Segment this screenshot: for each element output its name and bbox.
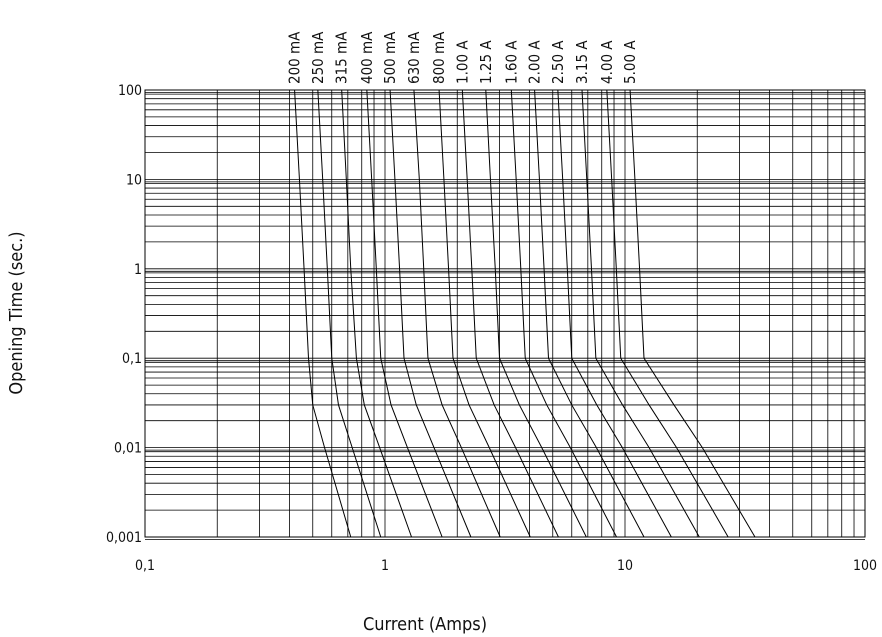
series-label: 3.15 A <box>573 40 591 84</box>
fuse-curve <box>606 89 729 538</box>
series-label: 1.25 A <box>477 40 495 84</box>
fuse-curve <box>461 89 559 538</box>
series-label: 1.00 A <box>453 40 471 84</box>
series-label: 200 mA <box>286 31 304 84</box>
fuse-curve <box>294 89 352 538</box>
series-label: 1.60 A <box>502 40 520 84</box>
series-label: 800 mA <box>430 31 448 84</box>
y-axis-label: Opening Time (sec.) <box>6 231 27 394</box>
series-label: 315 mA <box>333 31 351 84</box>
x-tick-label: 10 <box>617 558 633 574</box>
series-label: 4.00 A <box>598 40 616 84</box>
x-tick-label: 0,1 <box>135 558 155 574</box>
y-tick-label: 0,01 <box>114 441 142 457</box>
fuse-curve <box>413 89 501 538</box>
plot-frame <box>144 89 866 538</box>
series-label: 500 mA <box>381 31 399 84</box>
series-label: 400 mA <box>358 31 376 84</box>
fuse-curve <box>389 89 472 538</box>
x-axis-label: Current (Amps) <box>363 614 487 635</box>
series-label: 2.50 A <box>549 40 567 84</box>
fuse-curve <box>557 89 672 538</box>
y-tick-label: 0,1 <box>122 351 142 367</box>
y-tick-label: 10 <box>126 172 142 188</box>
fuse-curve <box>534 89 645 538</box>
fuse-curve <box>581 89 700 538</box>
series-label: 5.00 A <box>621 40 639 84</box>
fuse-curve <box>629 89 756 538</box>
series-label: 630 mA <box>405 31 423 84</box>
y-tick-label: 0,001 <box>106 530 142 546</box>
series-label: 250 mA <box>309 31 327 84</box>
fuse-curve <box>366 89 443 538</box>
x-tick-label: 1 <box>381 558 389 574</box>
fuse-curve <box>317 89 382 538</box>
fuse-curve <box>485 89 587 538</box>
y-tick-label: 100 <box>118 83 142 99</box>
x-tick-label: 100 <box>853 558 877 574</box>
y-tick-label: 1 <box>134 262 142 278</box>
fuse-curve <box>438 89 531 538</box>
fuse-curve <box>510 89 617 538</box>
series-label: 2.00 A <box>526 40 544 84</box>
fuse-curve <box>341 89 413 538</box>
